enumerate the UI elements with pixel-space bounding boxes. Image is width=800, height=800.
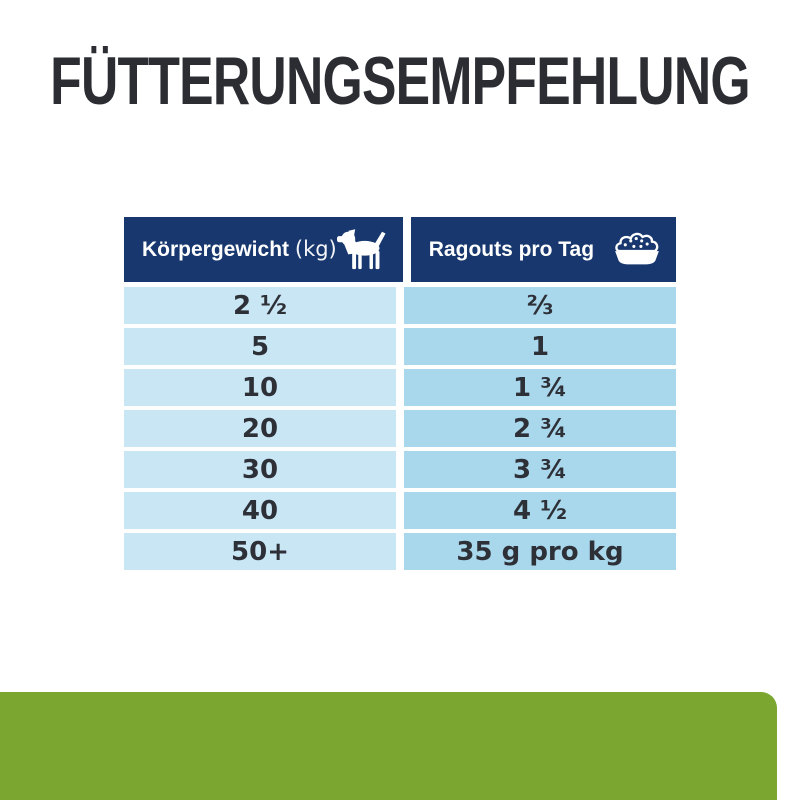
dog-icon bbox=[336, 228, 389, 272]
table-row: 20 2 ¾ bbox=[124, 410, 676, 447]
table-header-row: Körpergewicht (kg) bbox=[124, 217, 676, 282]
table-cell-weight: 20 bbox=[124, 410, 396, 447]
table-cell-amount: 35 g pro kg bbox=[404, 533, 676, 570]
header-cell-ragouts-per-day: Ragouts pro Tag bbox=[410, 217, 676, 282]
table-row: 2 ½ ⅔ bbox=[124, 287, 676, 324]
table-cell-amount: ⅔ bbox=[404, 287, 676, 324]
table-row: 50+ 35 g pro kg bbox=[124, 533, 676, 570]
header-body-weight-unit: (kg) bbox=[294, 237, 337, 261]
table-cell-weight: 40 bbox=[124, 492, 396, 529]
header-body-weight-text: Körpergewicht (kg) bbox=[142, 237, 337, 262]
header-cell-body-weight: Körpergewicht (kg) bbox=[124, 217, 403, 282]
food-bowl-icon bbox=[612, 231, 662, 268]
table-row: 30 3 ¾ bbox=[124, 451, 676, 488]
feeding-table: Körpergewicht (kg) bbox=[124, 217, 676, 570]
table-cell-weight: 10 bbox=[124, 369, 396, 406]
table-cell-weight: 50+ bbox=[124, 533, 396, 570]
table-cell-amount: 1 ¾ bbox=[404, 369, 676, 406]
header-ragouts-text: Ragouts pro Tag bbox=[429, 238, 594, 262]
header-ragouts-label: Ragouts pro Tag bbox=[428, 237, 595, 261]
table-row: 10 1 ¾ bbox=[124, 369, 676, 406]
table-cell-weight: 30 bbox=[124, 451, 396, 488]
table-cell-amount: 2 ¾ bbox=[404, 410, 676, 447]
table-row: 5 1 bbox=[124, 328, 676, 365]
table-row: 40 4 ½ bbox=[124, 492, 676, 529]
footer-green-bar bbox=[0, 692, 777, 800]
table-cell-weight: 5 bbox=[124, 328, 396, 365]
table-cell-weight: 2 ½ bbox=[124, 287, 396, 324]
header-body-weight-label: Körpergewicht bbox=[142, 238, 290, 261]
table-cell-amount: 1 bbox=[404, 328, 676, 365]
table-cell-amount: 4 ½ bbox=[404, 492, 676, 529]
page-title: FÜTTERUNGSEMPFEHLUNG bbox=[50, 43, 750, 119]
table-cell-amount: 3 ¾ bbox=[404, 451, 676, 488]
